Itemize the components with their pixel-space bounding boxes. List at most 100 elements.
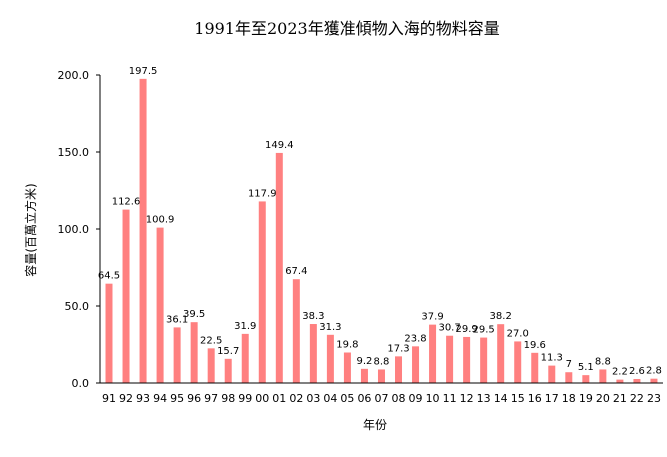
bar-10 bbox=[429, 324, 437, 383]
data-label: 19.6 bbox=[524, 340, 546, 351]
bar-15 bbox=[514, 341, 522, 383]
x-tick-label: 95 bbox=[170, 392, 184, 405]
data-label: 36.1 bbox=[166, 314, 188, 325]
bar-00 bbox=[258, 201, 266, 383]
y-tick-label: 150.0 bbox=[58, 146, 90, 159]
bar-02 bbox=[292, 279, 300, 383]
data-label: 8.8 bbox=[374, 356, 390, 367]
bar-11 bbox=[446, 335, 454, 383]
x-tick-label: 03 bbox=[306, 392, 320, 405]
x-tick-label: 99 bbox=[238, 392, 252, 405]
bar-18 bbox=[565, 372, 573, 383]
x-tick-label: 93 bbox=[136, 392, 150, 405]
data-label: 22.5 bbox=[200, 335, 222, 346]
x-tick-label: 14 bbox=[494, 392, 508, 405]
bar-21 bbox=[616, 379, 624, 383]
bar-17 bbox=[548, 365, 556, 383]
x-tick-label: 94 bbox=[153, 392, 167, 405]
x-tick-label: 07 bbox=[374, 392, 388, 405]
data-label: 17.3 bbox=[387, 343, 409, 354]
data-label: 2.8 bbox=[646, 366, 662, 377]
data-label: 39.5 bbox=[183, 309, 205, 320]
data-label: 27.0 bbox=[507, 328, 529, 339]
bar-91 bbox=[105, 283, 113, 383]
bar-01 bbox=[275, 152, 283, 383]
y-axis-label: 容量(百萬立方米) bbox=[23, 183, 38, 276]
x-tick-label: 19 bbox=[579, 392, 593, 405]
data-label: 29.9 bbox=[455, 324, 477, 335]
x-tick-label: 04 bbox=[323, 392, 337, 405]
data-label: 100.9 bbox=[146, 215, 175, 226]
bar-03 bbox=[309, 324, 317, 383]
data-label: 30.7 bbox=[438, 323, 460, 334]
data-label: 15.7 bbox=[217, 346, 239, 357]
bar-09 bbox=[412, 346, 420, 383]
data-label: 23.8 bbox=[404, 333, 426, 344]
x-tick-label: 09 bbox=[409, 392, 423, 405]
x-tick-label: 21 bbox=[613, 392, 627, 405]
x-tick-label: 20 bbox=[596, 392, 610, 405]
x-tick-label: 17 bbox=[545, 392, 559, 405]
bar-07 bbox=[377, 369, 385, 383]
bar-22 bbox=[633, 378, 641, 383]
bar-23 bbox=[650, 378, 658, 383]
x-tick-label: 06 bbox=[357, 392, 371, 405]
bar-93 bbox=[139, 78, 147, 383]
data-label: 31.3 bbox=[319, 322, 341, 333]
x-tick-label: 10 bbox=[426, 392, 440, 405]
bar-08 bbox=[395, 356, 403, 383]
x-tick-label: 01 bbox=[272, 392, 286, 405]
bar-12 bbox=[463, 336, 471, 383]
data-label: 38.2 bbox=[490, 311, 512, 322]
bar-94 bbox=[156, 227, 164, 383]
data-label: 37.9 bbox=[421, 312, 443, 323]
x-tick-label: 12 bbox=[460, 392, 474, 405]
chart-title: 1991年至2023年獲准傾物入海的物料容量 bbox=[194, 19, 499, 38]
data-label: 117.9 bbox=[248, 188, 277, 199]
x-tick-label: 11 bbox=[443, 392, 457, 405]
x-tick-label: 92 bbox=[119, 392, 133, 405]
x-tick-label: 18 bbox=[562, 392, 576, 405]
y-tick-label: 50.0 bbox=[65, 300, 90, 313]
x-tick-label: 08 bbox=[392, 392, 406, 405]
x-tick-label: 97 bbox=[204, 392, 218, 405]
x-tick-label: 23 bbox=[647, 392, 661, 405]
bar-06 bbox=[360, 368, 368, 383]
x-tick-label: 05 bbox=[340, 392, 354, 405]
bar-16 bbox=[531, 352, 539, 383]
x-tick-label: 96 bbox=[187, 392, 201, 405]
y-tick-label: 200.0 bbox=[58, 69, 90, 82]
bar-05 bbox=[343, 352, 351, 383]
y-tick-label: 100.0 bbox=[58, 223, 90, 236]
bar-13 bbox=[480, 337, 488, 383]
data-label: 11.3 bbox=[541, 353, 563, 364]
bar-04 bbox=[326, 334, 334, 383]
data-label: 64.5 bbox=[98, 271, 120, 282]
bar-20 bbox=[599, 369, 607, 383]
data-label: 197.5 bbox=[129, 66, 158, 77]
data-label: 7 bbox=[566, 359, 572, 370]
data-label: 8.8 bbox=[595, 356, 611, 367]
bar-97 bbox=[207, 348, 215, 383]
data-label: 2.2 bbox=[612, 367, 628, 378]
x-tick-label: 98 bbox=[221, 392, 235, 405]
bar-14 bbox=[497, 324, 505, 383]
data-label: 9.2 bbox=[356, 356, 372, 367]
x-tick-label: 16 bbox=[528, 392, 542, 405]
data-label: 29.5 bbox=[473, 325, 495, 336]
data-label: 112.6 bbox=[112, 197, 141, 208]
y-tick-label: 0.0 bbox=[72, 377, 90, 390]
bar-99 bbox=[241, 333, 249, 383]
x-tick-label: 00 bbox=[255, 392, 269, 405]
data-label: 67.4 bbox=[285, 266, 307, 277]
data-label: 19.8 bbox=[336, 340, 358, 351]
data-label: 38.3 bbox=[302, 311, 324, 322]
x-tick-label: 15 bbox=[511, 392, 525, 405]
bar-96 bbox=[190, 322, 198, 383]
bar-95 bbox=[173, 327, 181, 383]
x-tick-label: 22 bbox=[630, 392, 644, 405]
data-label: 149.4 bbox=[265, 140, 294, 151]
bar-98 bbox=[224, 358, 232, 383]
x-tick-label: 91 bbox=[102, 392, 116, 405]
